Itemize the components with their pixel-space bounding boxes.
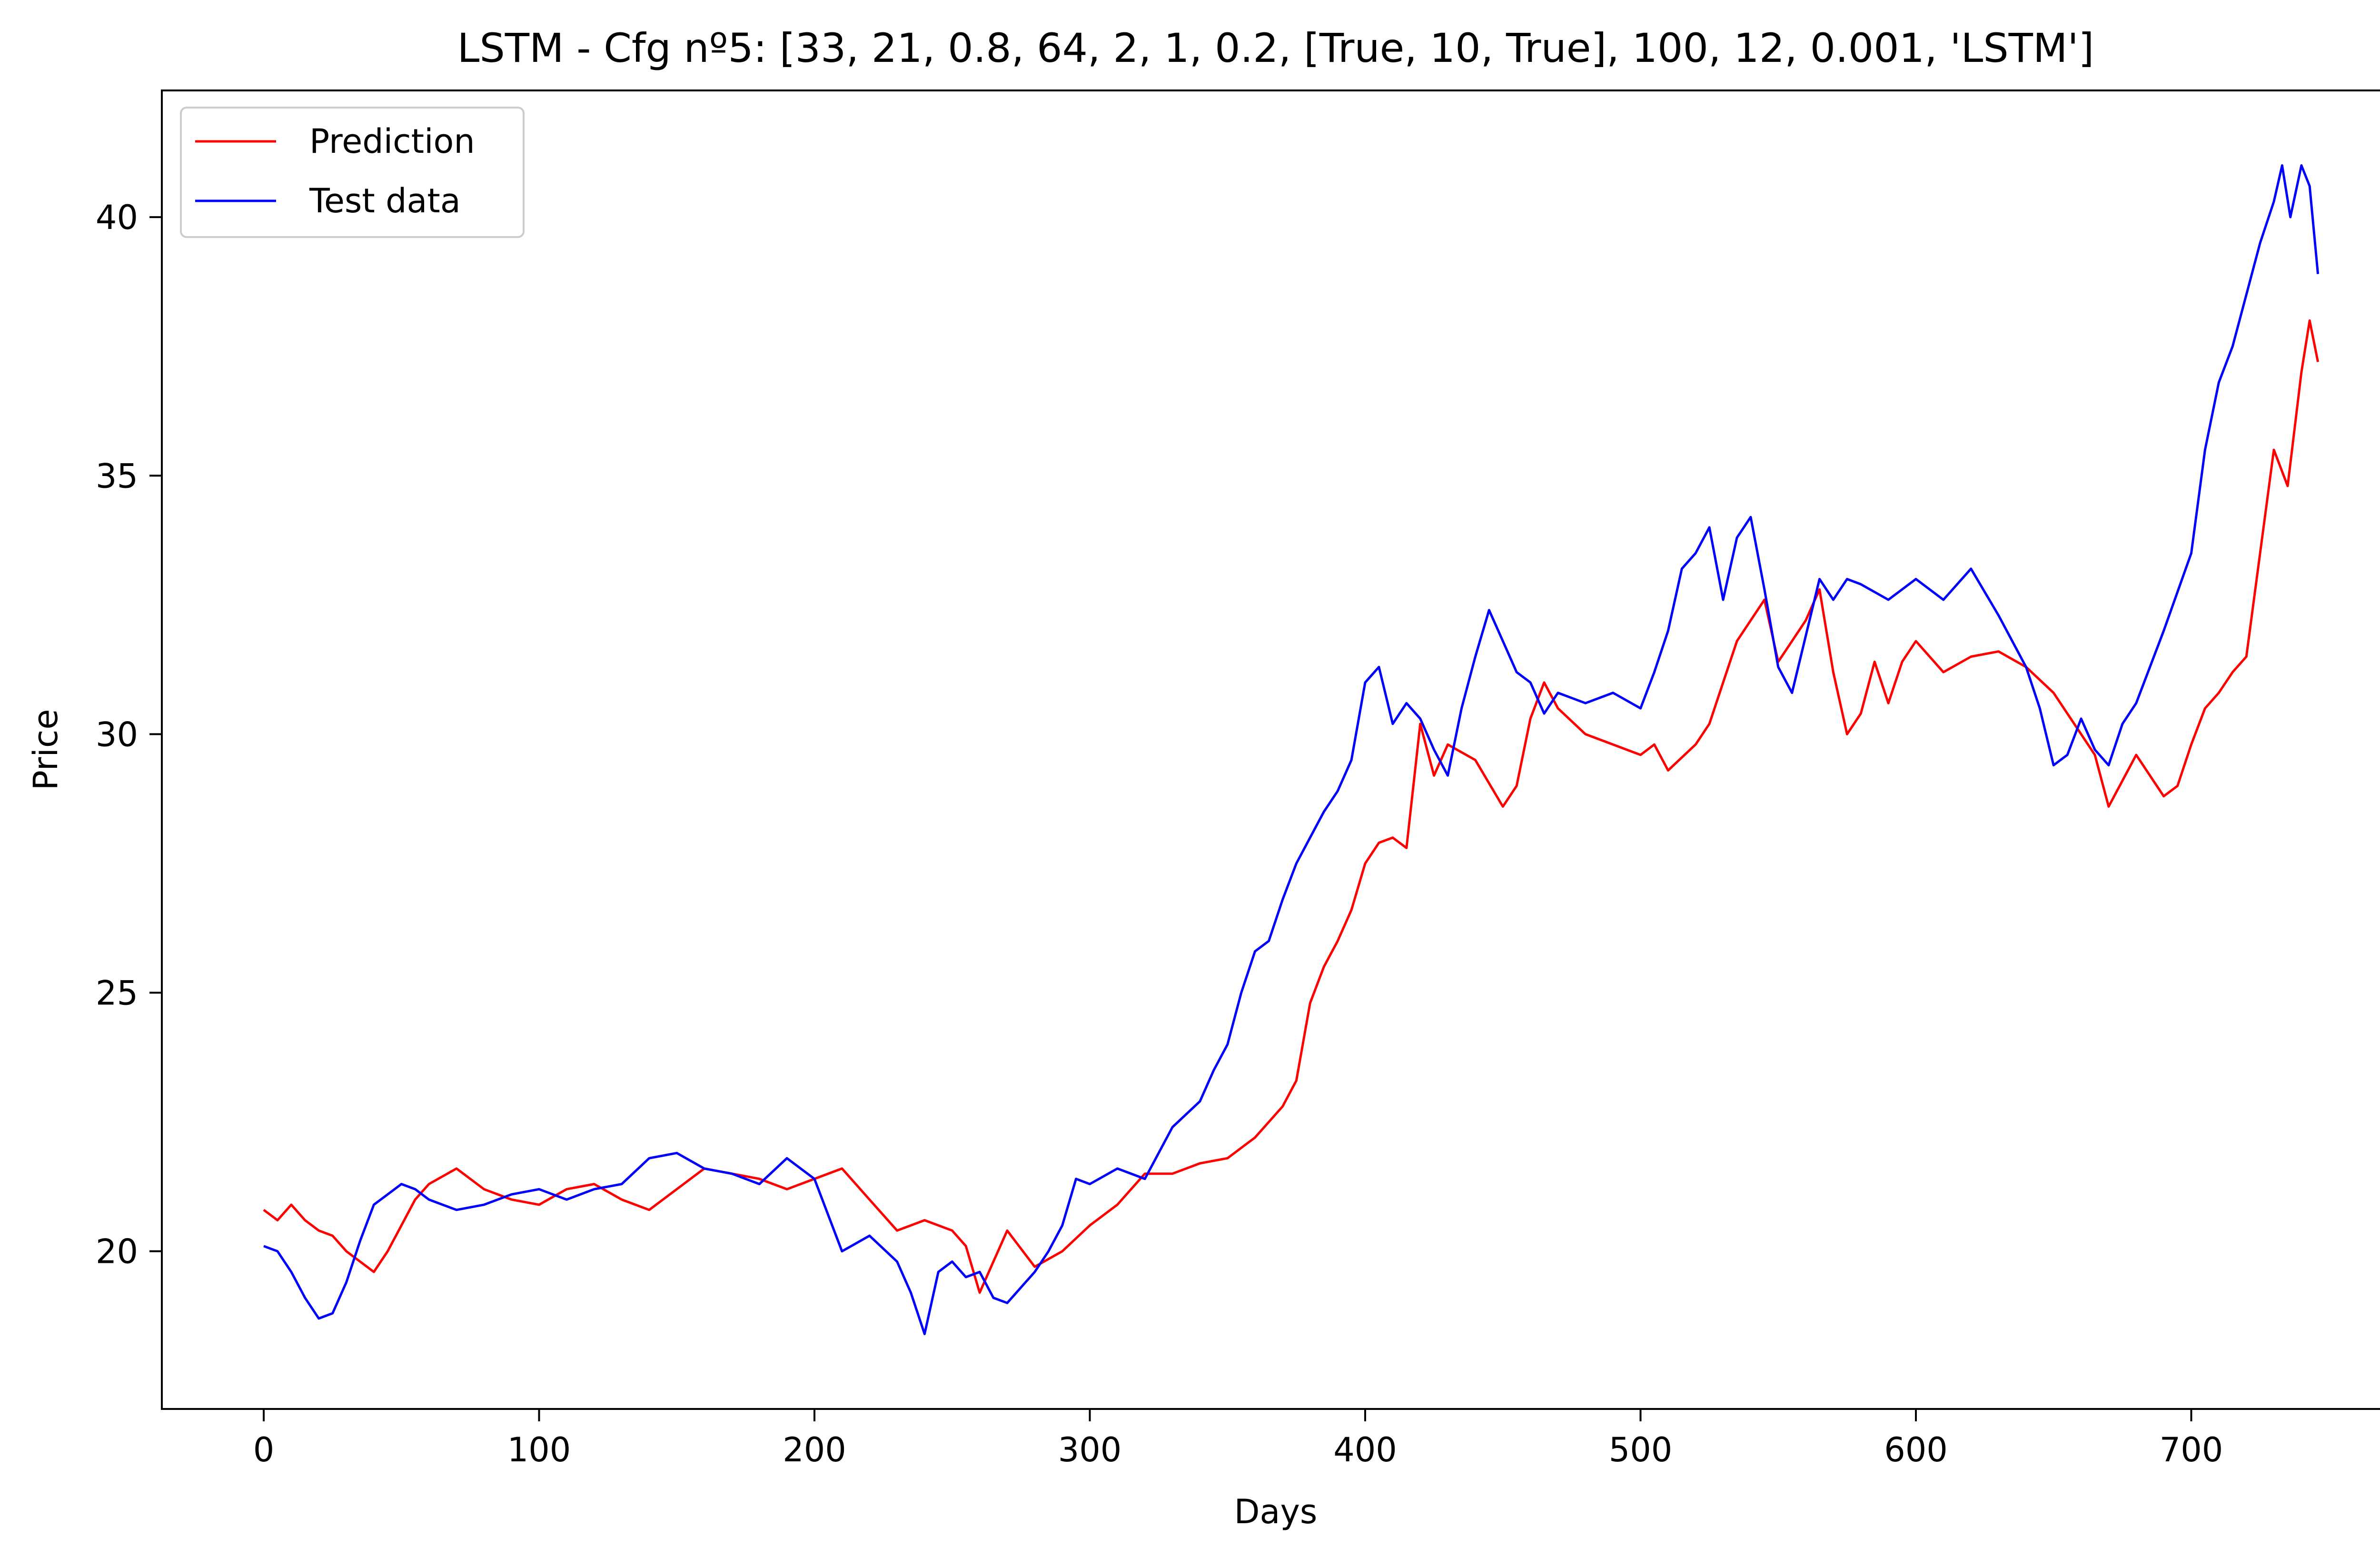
x-tick-label: 600 [1884,1430,1948,1469]
x-axis-label: Days [1234,1492,1318,1531]
x-tick-label: 300 [1058,1430,1122,1469]
series-layer [263,164,2320,1335]
series-line-test-data [263,164,2320,1335]
y-tick-label: 30 [96,715,138,754]
y-tick-label: 20 [96,1232,138,1271]
legend-box [180,107,525,238]
x-tick-label: 500 [1609,1430,1673,1469]
x-tick-label: 400 [1333,1430,1397,1469]
x-tick-label: 200 [783,1430,846,1469]
plot-frame [161,89,2380,1410]
legend-label-test-data: Test data [309,181,461,220]
series-line-prediction [263,319,2320,1294]
y-axis: 20 25 30 35 40 [96,198,162,1271]
legend-label-prediction: Prediction [309,122,475,161]
x-tick-label: 0 [253,1430,275,1469]
y-tick-label: 25 [96,974,138,1013]
chart-title: LSTM - Cfg nº5: [33, 21, 0.8, 64, 2, 1, … [457,25,2094,71]
x-tick-label: 100 [507,1430,571,1469]
x-tick-label: 700 [2160,1430,2223,1469]
x-axis: 0 100 200 300 400 500 600 700 [253,1409,2223,1469]
y-tick-label: 40 [96,198,138,237]
legend: Prediction Test data [180,107,525,238]
y-tick-label: 35 [96,456,138,496]
y-axis-label: Price [26,709,65,791]
